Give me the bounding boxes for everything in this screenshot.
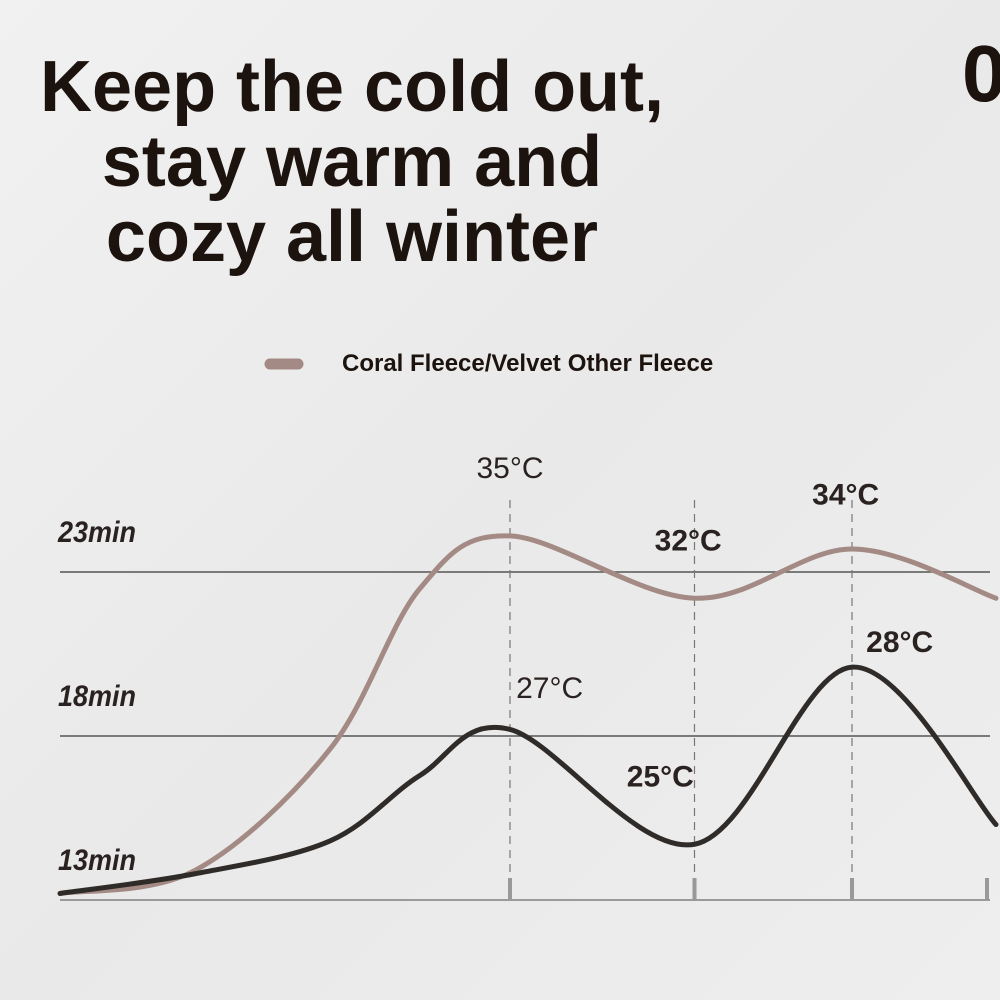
- y-tick-label: 23min: [57, 516, 136, 550]
- series-line: [57, 664, 999, 896]
- annotation: 28°C: [866, 626, 933, 659]
- headline: stay warm and: [102, 122, 602, 202]
- legend-label: Other Fleece: [568, 350, 713, 377]
- annotation: 34°C: [812, 478, 879, 511]
- annotation: 25°C: [627, 761, 694, 794]
- y-tick-label: 13min: [58, 844, 136, 878]
- annotation: 35°C: [476, 452, 543, 485]
- headline: cozy all winter: [106, 197, 598, 277]
- series-line: [57, 533, 999, 896]
- corner-text: 0: [962, 29, 1000, 118]
- legend: Coral Fleece/Velvet Other Fleece: [342, 350, 713, 377]
- y-tick-label: 18min: [58, 680, 136, 714]
- legend-label: Coral Fleece/Velvet: [342, 350, 561, 377]
- headline: Keep the cold out,: [40, 47, 664, 127]
- annotation: 32°C: [655, 524, 722, 557]
- annotation: 27°C: [516, 672, 583, 705]
